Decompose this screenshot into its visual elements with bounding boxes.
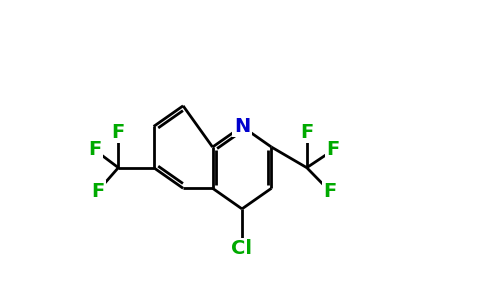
Text: F: F (112, 123, 125, 142)
Text: F: F (300, 123, 314, 142)
Text: F: F (91, 182, 105, 201)
Text: Cl: Cl (231, 239, 253, 258)
Text: N: N (234, 117, 250, 136)
Text: F: F (327, 140, 340, 160)
Text: F: F (324, 182, 337, 201)
Text: F: F (88, 140, 102, 160)
